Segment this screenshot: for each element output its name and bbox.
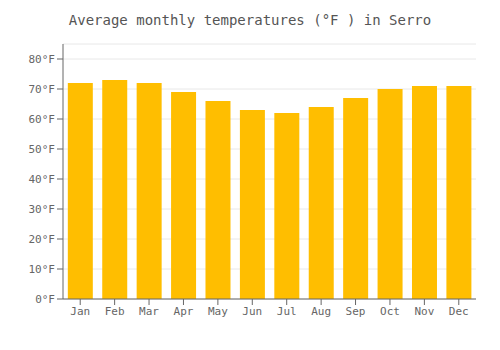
- svg-text:Apr: Apr: [174, 305, 194, 318]
- svg-text:Nov: Nov: [414, 305, 434, 318]
- svg-text:Oct: Oct: [380, 305, 400, 318]
- svg-text:Aug: Aug: [311, 305, 331, 318]
- svg-text:70°F: 70°F: [29, 83, 56, 96]
- svg-text:Jun: Jun: [242, 305, 262, 318]
- svg-text:Dec: Dec: [449, 305, 469, 318]
- svg-text:50°F: 50°F: [29, 143, 56, 156]
- svg-text:60°F: 60°F: [29, 113, 56, 126]
- svg-text:80°F: 80°F: [29, 53, 56, 66]
- html-text:Average monthly temperatures (: Average monthly temperatures (°F ) in Se…: [68, 12, 432, 28]
- svg-text:10°F: 10°F: [29, 263, 56, 276]
- svg-text:Feb: Feb: [105, 305, 125, 318]
- svg-text:40°F: 40°F: [29, 173, 56, 186]
- svg-text:Sep: Sep: [346, 305, 366, 318]
- svg-text:20°F: 20°F: [29, 233, 56, 246]
- svg-text:Jan: Jan: [70, 305, 90, 318]
- svg-text:May: May: [208, 305, 228, 318]
- svg-text:Mar: Mar: [139, 305, 159, 318]
- svg-text:0°F: 0°F: [35, 293, 55, 306]
- svg-text:30°F: 30°F: [29, 203, 56, 216]
- svg-text:Jul: Jul: [277, 305, 297, 318]
